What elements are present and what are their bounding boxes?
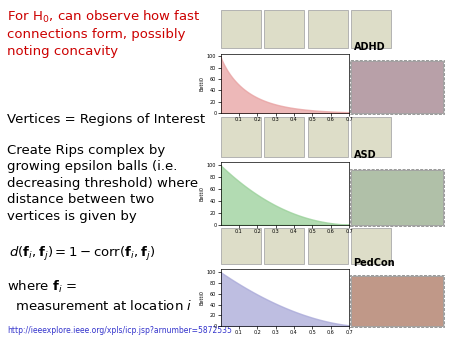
Y-axis label: Betti0: Betti0 [199, 186, 204, 201]
Text: ASD: ASD [354, 150, 376, 161]
Bar [220, 228, 261, 264]
Bar [220, 10, 261, 48]
Bar [351, 170, 443, 225]
Bar [350, 60, 445, 114]
Bar [351, 10, 392, 48]
Text: For H$_0$, can observe how fast
connections form, possibly
noting concavity: For H$_0$, can observe how fast connecti… [7, 8, 200, 57]
Y-axis label: Betti0: Betti0 [199, 76, 204, 91]
Bar [350, 169, 445, 226]
Bar [308, 117, 348, 157]
Bar [351, 61, 443, 113]
Text: where $\mathbf{f}_i$ =
  measurement at location $i$: where $\mathbf{f}_i$ = measurement at lo… [7, 279, 192, 313]
Bar [308, 228, 348, 264]
Y-axis label: Betti0: Betti0 [199, 290, 204, 305]
Text: PedCon: PedCon [354, 258, 395, 268]
Bar [351, 117, 392, 157]
Text: Create Rips complex by
growing epsilon balls (i.e.
decreasing threshold) where
d: Create Rips complex by growing epsilon b… [7, 144, 198, 223]
Bar [308, 10, 348, 48]
Text: ADHD: ADHD [354, 42, 385, 52]
Text: Vertices = Regions of Interest: Vertices = Regions of Interest [7, 113, 205, 126]
Bar [220, 117, 261, 157]
Bar [264, 10, 304, 48]
Bar [351, 228, 392, 264]
Text: $d(\mathbf{f}_i, \mathbf{f}_j) = 1 - \mathrm{corr}(\mathbf{f}_i, \mathbf{f}_j)$: $d(\mathbf{f}_i, \mathbf{f}_j) = 1 - \ma… [9, 245, 155, 263]
Bar [350, 275, 445, 327]
Bar [264, 117, 304, 157]
Text: http://ieeexplore.ieee.org/xpls/icp.jsp?arnumber=5872535: http://ieeexplore.ieee.org/xpls/icp.jsp?… [7, 325, 232, 335]
Bar [264, 228, 304, 264]
Bar [351, 276, 443, 326]
